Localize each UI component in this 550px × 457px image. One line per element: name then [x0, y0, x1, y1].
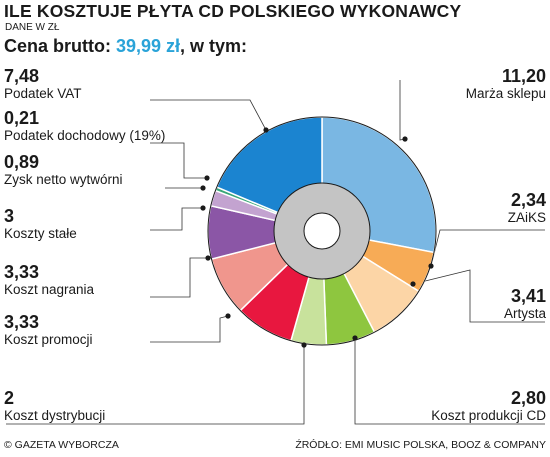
slice-name: Zysk netto wytwórni [4, 172, 123, 187]
slice-value: 3,41 [510, 286, 546, 306]
leader-dot-6 [301, 342, 307, 348]
slice-value: 3,33 [4, 312, 40, 332]
slice-value: 0,89 [4, 152, 40, 172]
leader-dot-4 [205, 255, 211, 261]
slice-name: Koszt nagrania [4, 282, 95, 297]
slice-name: Koszt produkcji CD [431, 408, 546, 423]
leader-dot-1 [204, 175, 210, 181]
slice-value: 2,80 [510, 388, 546, 408]
label-koszt-promocji: 3,33 Koszt promocji [4, 312, 93, 348]
price-prefix: Cena brutto: [4, 36, 116, 56]
leader-dot-3 [200, 205, 206, 211]
leader-line-6 [6, 345, 305, 425]
slice-name: Koszt promocji [4, 332, 93, 347]
price-suffix: , w tym: [180, 36, 248, 56]
leader-line-7 [399, 80, 406, 141]
slice-name: Koszty stałe [4, 226, 77, 241]
leader-dot-2 [200, 185, 206, 191]
cd-center-hole [303, 212, 341, 250]
leader-line-5 [150, 315, 229, 343]
slice-value: 11,20 [501, 66, 546, 86]
footer-copyright: © GAZETA WYBORCZA [4, 439, 119, 451]
label-koszty-stale: 3 Koszty stałe [4, 206, 77, 242]
chart-title: ILE KOSZTUJE PŁYTA CD POLSKIEGO WYKONAWC… [4, 1, 462, 21]
leader-dot-5 [225, 313, 231, 319]
label-podatek-dochodowy: 0,21 Podatek dochodowy (19%) [4, 108, 165, 144]
label-koszt-dystrybucji: 2 Koszt dystrybucji [4, 388, 105, 424]
leader-dot-8 [428, 263, 434, 269]
label-marza-sklepu: 11,20 Marża sklepu [466, 66, 546, 102]
leader-line-0 [150, 99, 267, 131]
price-line: Cena brutto: 39,99 zł, w tym: [4, 36, 247, 57]
label-koszt-nagrania: 3,33 Koszt nagrania [4, 262, 94, 298]
footer-source: ŹRÓDŁO: EMI MUSIC POLSKA, BOOZ & COMPANY [295, 439, 546, 451]
slice-value: 0,21 [4, 108, 40, 128]
leader-line-1 [150, 142, 207, 179]
slice-name: Artysta [503, 306, 546, 321]
slice-value: 2,34 [510, 190, 546, 210]
label-zaiks: 2,34 ZAiKS [508, 190, 546, 226]
leader-dot-7 [402, 136, 408, 142]
leader-lines [6, 80, 545, 425]
leader-line-10 [354, 338, 545, 425]
label-podatek-vat: 7,48 Podatek VAT [4, 66, 82, 102]
slice-name: Podatek VAT [4, 86, 82, 101]
leader-dot-0 [263, 127, 269, 133]
slice-value: 3,33 [4, 262, 40, 282]
label-zysk-netto: 0,89 Zysk netto wytwórni [4, 152, 123, 188]
leader-dot-10 [352, 335, 358, 341]
slice-name: Podatek dochodowy (19%) [4, 128, 166, 143]
slice-name: ZAiKS [507, 210, 546, 225]
chart-subtitle: DANE W ZŁ [5, 22, 60, 33]
leader-line-9 [412, 269, 545, 323]
leader-line-4 [150, 257, 208, 298]
slice-value: 3 [4, 206, 15, 226]
slice-name: Marża sklepu [465, 86, 546, 101]
slice-value: 7,48 [4, 66, 40, 86]
leader-line-3 [150, 207, 203, 231]
leader-dot-9 [410, 281, 416, 287]
label-artysta: 3,41 Artysta [504, 286, 546, 322]
price-value: 39,99 zł [116, 36, 181, 56]
label-koszt-produkcji: 2,80 Koszt produkcji CD [431, 388, 546, 424]
leader-dots [200, 127, 434, 348]
slice-name: Koszt dystrybucji [4, 408, 106, 423]
slice-value: 2 [4, 388, 15, 408]
leader-line-8 [430, 229, 545, 267]
pie-outline [207, 116, 437, 346]
